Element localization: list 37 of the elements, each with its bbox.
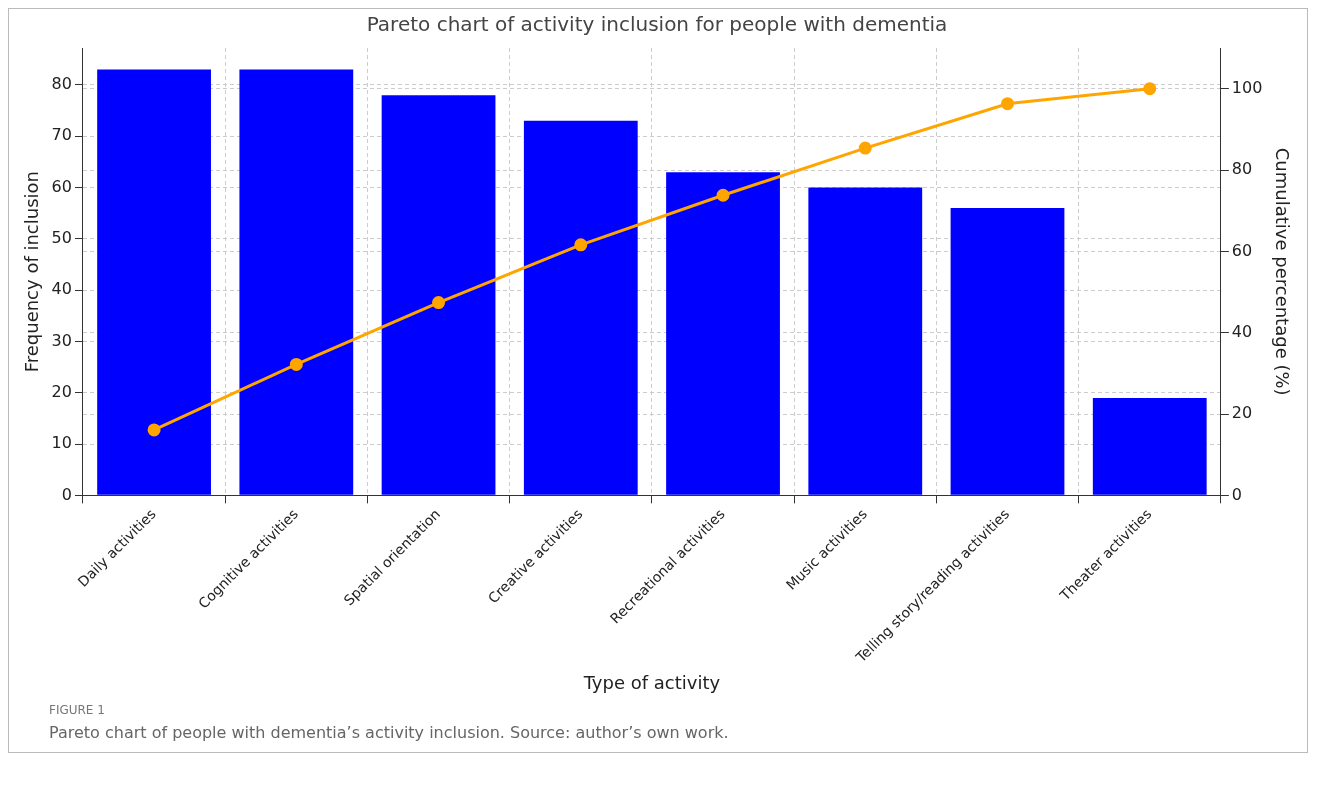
y2-tick-label: 100 <box>1231 77 1263 97</box>
y2-axis-title: Cumulative percentage (%) <box>1271 147 1293 396</box>
y2-tick-label: 60 <box>1231 240 1253 260</box>
y-tick-label: 10 <box>51 433 72 453</box>
bar <box>666 172 780 495</box>
caption: FIGURE 1 <box>49 703 106 717</box>
x-axis-title: Type of activity <box>582 671 721 693</box>
y-tick-label: 70 <box>51 125 72 145</box>
y-axis-title: Frequency of inclusion <box>21 171 43 373</box>
bar <box>950 208 1065 495</box>
bar <box>239 69 354 495</box>
y-tick-label: 40 <box>51 279 72 299</box>
y2-tick-label: 0 <box>1231 484 1243 504</box>
y2-tick-label: 20 <box>1231 403 1253 423</box>
point <box>432 296 446 310</box>
bar <box>808 187 923 495</box>
point <box>289 357 303 371</box>
chart-title: Pareto chart of activity inclusion for people with dementia <box>366 12 948 37</box>
text: Pareto chart of people with dementia’s activity inclusion. Source: author’s own work. <box>49 723 730 742</box>
y2-tick-label: 40 <box>1231 321 1253 341</box>
y-tick-label: 0 <box>61 484 72 504</box>
y-tick-label: 20 <box>51 381 72 401</box>
point <box>147 423 161 437</box>
y-tick-label: 50 <box>51 228 72 248</box>
bar <box>97 69 211 495</box>
y-tick-label: 30 <box>51 330 72 350</box>
y2-tick-label: 80 <box>1231 159 1253 179</box>
bar <box>523 120 638 495</box>
point <box>1001 97 1014 111</box>
bar <box>381 95 496 495</box>
y-tick-label: 80 <box>51 74 72 94</box>
point <box>716 188 730 202</box>
y-tick-label: 60 <box>51 176 72 196</box>
point <box>1143 82 1157 96</box>
point <box>858 141 872 155</box>
bar <box>1092 397 1207 495</box>
point <box>574 238 588 252</box>
